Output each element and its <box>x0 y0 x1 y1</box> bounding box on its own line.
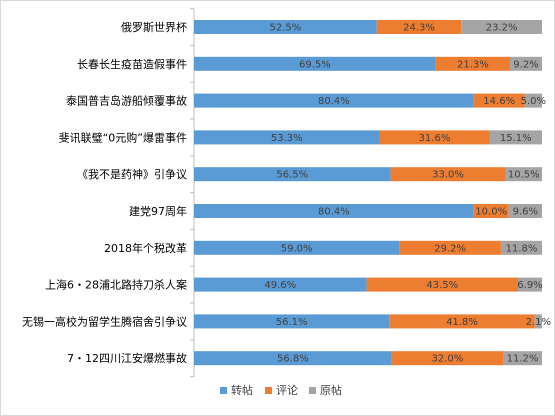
data-label: 43.5% <box>426 280 458 291</box>
bar-segment-转帖 <box>194 277 367 292</box>
bar-segment-转帖 <box>194 93 474 108</box>
category-label: 俄罗斯世界杯 <box>121 20 187 34</box>
data-label: 10.0% <box>475 207 507 218</box>
data-label: 53.3% <box>271 133 303 144</box>
bar-segment-转帖 <box>194 56 436 71</box>
legend-label: 评论 <box>276 383 298 397</box>
data-label: 15.1% <box>500 133 532 144</box>
data-label: 23.2% <box>486 23 518 34</box>
data-label: 32.0% <box>431 354 463 365</box>
legend-swatch-转帖 <box>220 387 227 394</box>
bar-segment-原帖 <box>534 314 542 329</box>
category-label: 上海6・28浦北路持刀杀人案 <box>45 278 187 292</box>
category-label: 长春长生疫苗造假事件 <box>77 57 187 71</box>
bar-segment-原帖 <box>505 167 542 182</box>
category-label: 建党97周年 <box>129 204 187 218</box>
bar-segment-评论 <box>389 314 535 329</box>
legend: 转帖 评论 原帖 <box>220 383 342 397</box>
data-label: 11.2% <box>507 354 539 365</box>
bar-segment-转帖 <box>194 20 377 34</box>
data-label: 5.0% <box>521 96 546 107</box>
data-label: 56.5% <box>276 170 308 181</box>
data-label: 59.0% <box>281 243 313 254</box>
data-label: 24.3% <box>403 23 435 34</box>
bar-segment-原帖 <box>503 351 542 366</box>
bar-segment-评论 <box>473 204 509 218</box>
data-label: 31.6% <box>419 133 451 144</box>
category-label: 无锡一高校为留学生腾宿舍引争议 <box>22 314 187 328</box>
data-label: 33.0% <box>432 170 464 181</box>
bar-segment-转帖 <box>194 130 380 145</box>
bar-segment-评论 <box>366 277 518 292</box>
data-label: 41.8% <box>446 317 478 328</box>
data-label: 6.9% <box>517 280 542 291</box>
data-label: 29.2% <box>434 243 466 254</box>
data-label: 56.8% <box>277 354 309 365</box>
bar-segment-原帖 <box>461 20 542 34</box>
data-label: 52.5% <box>269 23 301 34</box>
bar-segment-评论 <box>473 93 525 108</box>
bar-segment-原帖 <box>509 56 542 71</box>
data-label: 49.6% <box>264 280 296 291</box>
data-label: 9.6% <box>513 207 538 218</box>
category-label: 泰国普吉岛游船倾覆事故 <box>66 94 187 108</box>
legend-label: 原帖 <box>320 384 342 397</box>
data-label: 21.3% <box>457 59 489 70</box>
bar-segment-评论 <box>391 351 504 366</box>
bar-segment-原帖 <box>500 240 542 255</box>
bar-segment-评论 <box>390 167 506 182</box>
data-label: 80.4% <box>318 96 350 107</box>
data-label: 56.1% <box>276 317 308 328</box>
category-label: 2018年个税改革 <box>104 241 187 255</box>
category-label: 7・12四川江安爆燃事故 <box>67 351 187 365</box>
bar-segment-原帖 <box>524 93 542 108</box>
legend-label: 转帖 <box>231 383 253 397</box>
legend-swatch-原帖 <box>309 387 316 394</box>
data-label: 14.6% <box>483 96 515 107</box>
bar-segment-原帖 <box>489 130 542 145</box>
data-label: 69.5% <box>299 59 331 70</box>
bar-segment-转帖 <box>194 240 400 255</box>
bar-segment-转帖 <box>194 314 390 329</box>
data-label: 11.8% <box>506 243 538 254</box>
bar-segment-转帖 <box>194 167 391 182</box>
bar-segment-评论 <box>379 130 490 145</box>
data-label: 2.1% <box>526 317 551 328</box>
bar-segment-评论 <box>376 20 462 34</box>
plot-area: 俄罗斯世界杯 52.5% 24.3% 23.2% 长春长生疫苗造假事件 69.5% 21.3… <box>22 8 551 378</box>
data-label: 80.4% <box>318 207 350 218</box>
bar-segment-转帖 <box>194 351 392 366</box>
bar-segment-评论 <box>435 56 510 71</box>
bar-segment-原帖 <box>517 277 542 292</box>
bar-segment-原帖 <box>508 204 542 218</box>
bar-segment-评论 <box>399 240 501 255</box>
data-label: 10.5% <box>508 170 540 181</box>
category-label: 斐讯联璧“0元购”爆雷事件 <box>59 130 187 144</box>
legend-swatch-评论 <box>265 387 272 394</box>
data-label: 9.2% <box>513 59 538 70</box>
bar-segment-转帖 <box>194 204 474 218</box>
category-label: 《我不是药神》引争议 <box>77 167 187 181</box>
